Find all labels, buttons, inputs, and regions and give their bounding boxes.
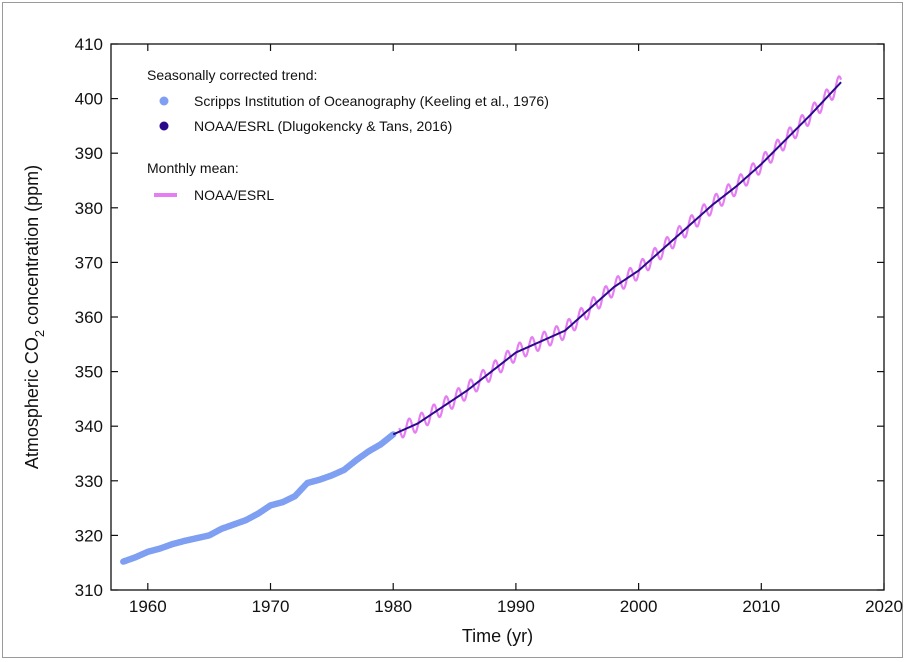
- x-tick-label: 2020: [865, 597, 903, 616]
- scripps-trend-series: [120, 431, 397, 565]
- legend-label-scripps: Scripps Institution of Oceanography (Kee…: [194, 93, 549, 109]
- x-tick-label: 2000: [620, 597, 658, 616]
- y-tick-label: 340: [75, 417, 103, 436]
- x-tick-label: 1970: [252, 597, 290, 616]
- x-tick-label: 1990: [497, 597, 535, 616]
- x-tick-label: 1960: [129, 597, 167, 616]
- x-tick-label: 1980: [374, 597, 412, 616]
- x-axis-title: Time (yr): [462, 626, 533, 646]
- axis-ticks-layer: 1960 1970 1980 1990 2000 2010 2020 310 320 330 340…: [75, 35, 903, 616]
- y-tick-label: 310: [75, 581, 103, 600]
- y-axis-title: Atmospheric CO2 concentration (ppm): [22, 165, 47, 469]
- y-tick-label: 350: [75, 363, 103, 382]
- y-tick-label: 400: [75, 90, 103, 109]
- y-tick-label: 360: [75, 308, 103, 327]
- y-tick-label: 410: [75, 35, 103, 54]
- y-tick-label: 370: [75, 253, 103, 272]
- noaa-monthly-mean-series: [398, 75, 843, 439]
- y-tick-label: 380: [75, 199, 103, 218]
- y-tick-label: 330: [75, 472, 103, 491]
- y-tick-label: 320: [75, 526, 103, 545]
- noaa-trend-series: [392, 81, 842, 436]
- legend-title-trend: Seasonally corrected trend:: [147, 67, 317, 83]
- y-axis-title-subscript: 2: [32, 330, 47, 337]
- legend-marker-noaa-trend: [159, 121, 169, 131]
- legend: Seasonally corrected trend: Scripps Insti…: [147, 67, 549, 203]
- legend-label-noaa-trend: NOAA/ESRL (Dlugokencky & Tans, 2016): [194, 118, 452, 134]
- plot-data-layer: [120, 75, 843, 565]
- legend-marker-scripps: [159, 96, 169, 106]
- x-tick-label: 2010: [742, 597, 780, 616]
- y-axis-title-main: Atmospheric CO: [22, 337, 42, 469]
- y-tick-label: 390: [75, 144, 103, 163]
- y-axis-title-suffix: concentration (ppm): [22, 165, 42, 330]
- legend-label-noaa-monthly: NOAA/ESRL: [194, 187, 274, 203]
- legend-title-monthly: Monthly mean:: [147, 160, 239, 176]
